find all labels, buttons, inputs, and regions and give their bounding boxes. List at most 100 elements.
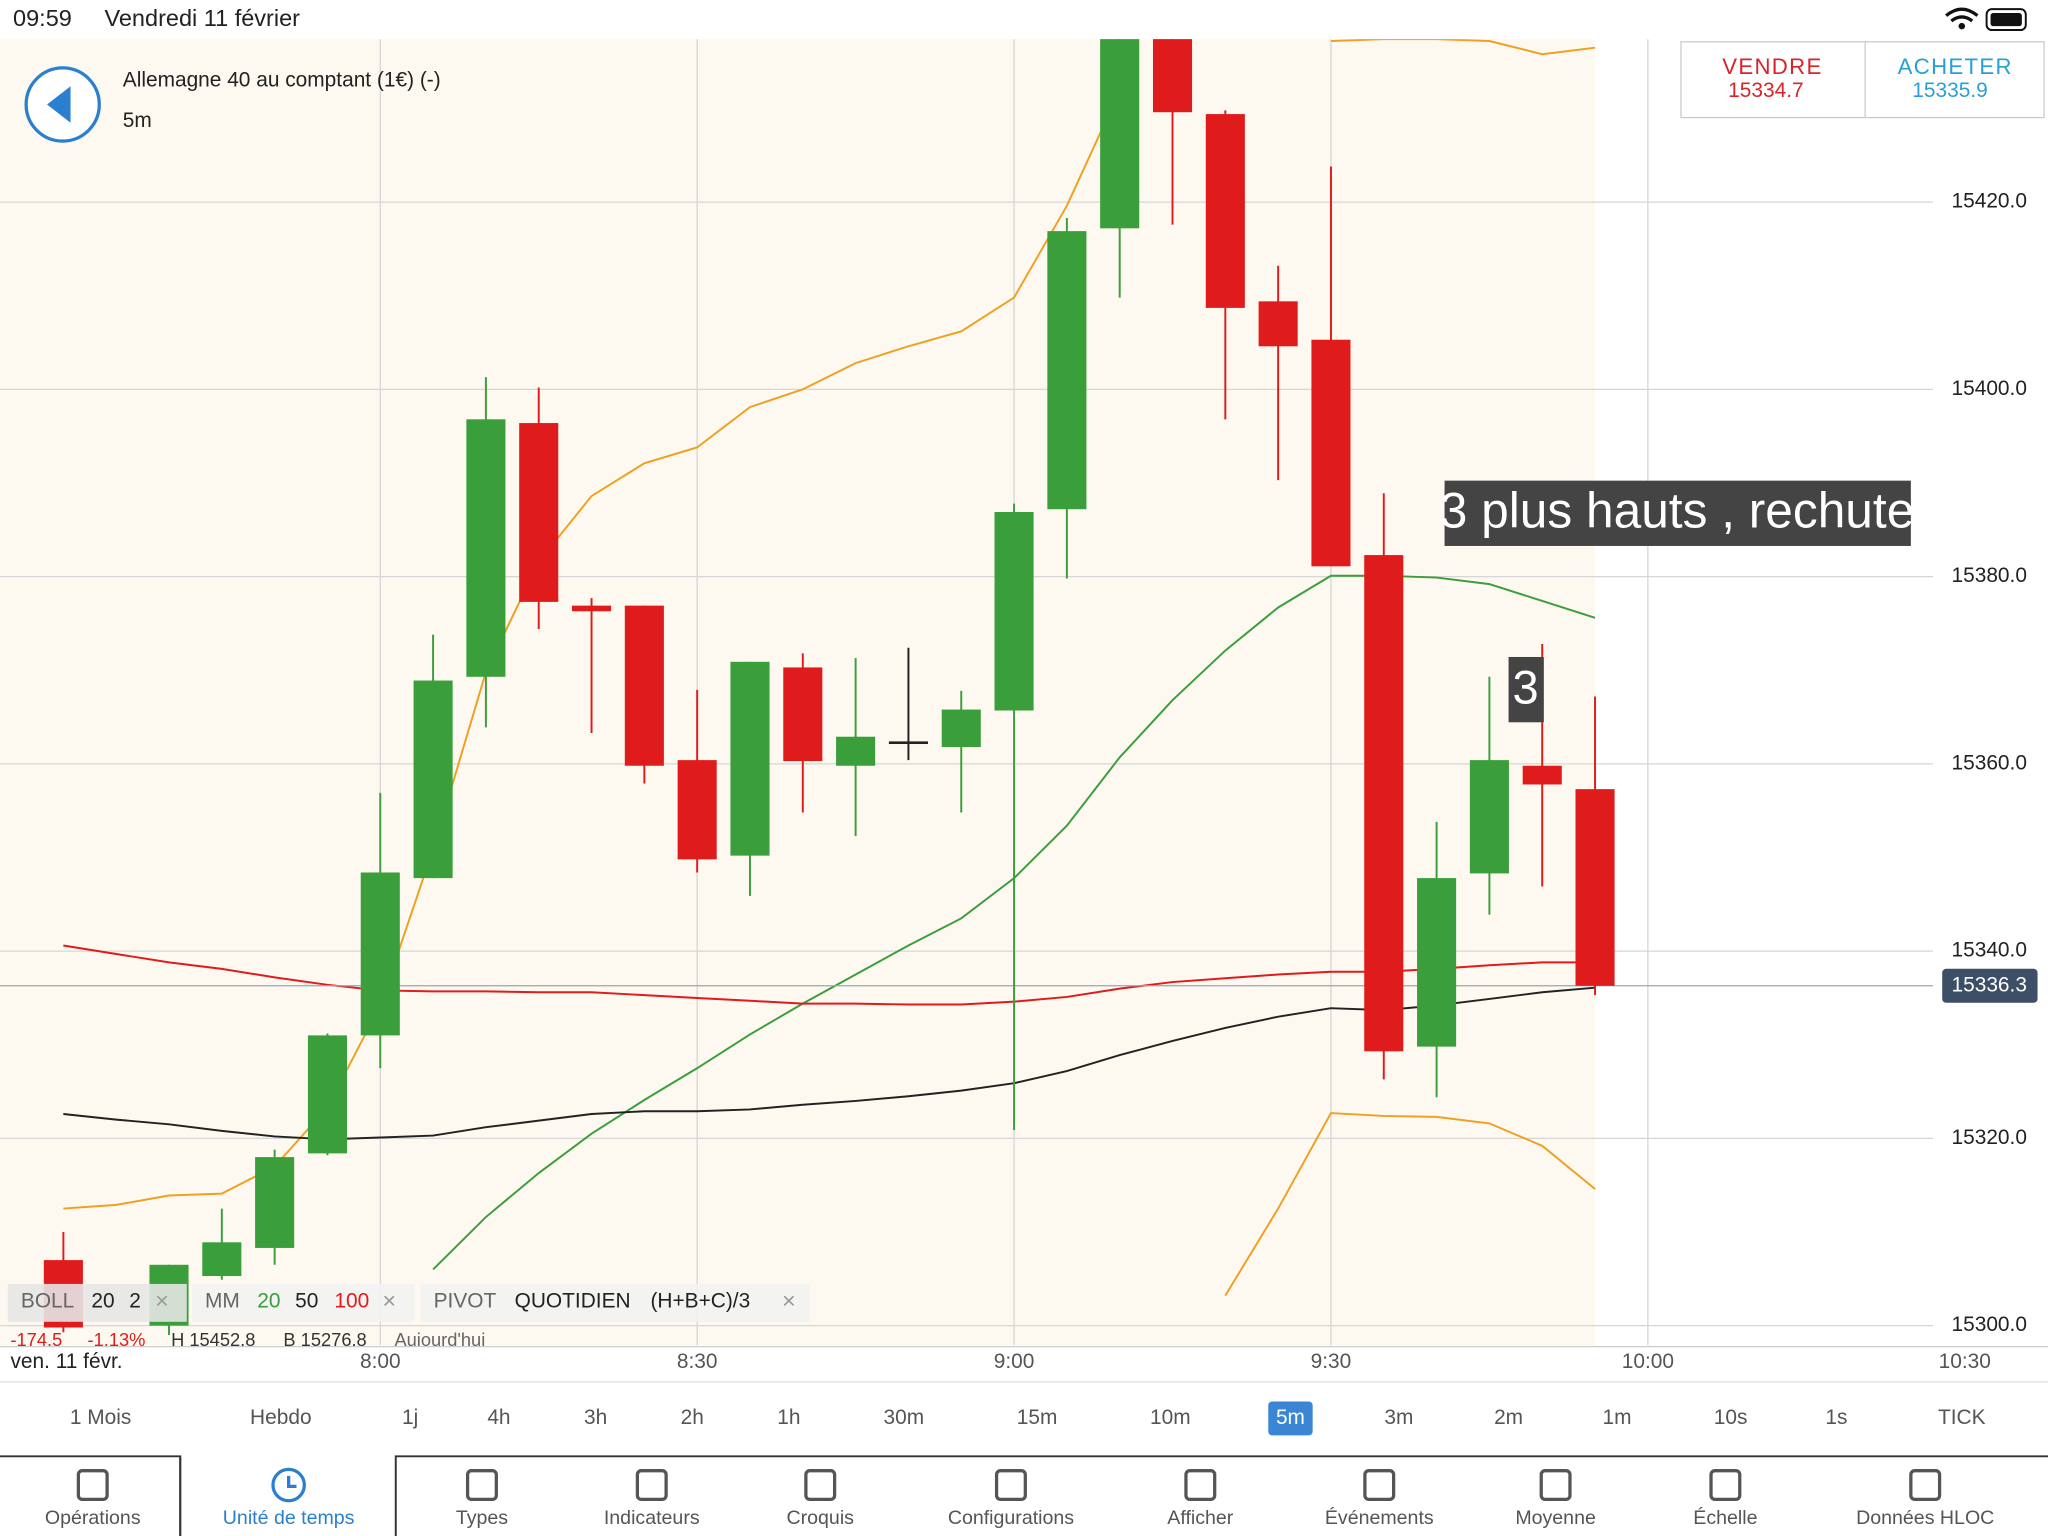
candle [360,792,400,1069]
candle [1311,166,1351,567]
candle [677,689,717,873]
date-label: ven. 11 févr. [10,1350,122,1373]
toolbar-item[interactable]: Données HLOC [1856,1507,1994,1529]
sell-price: 15334.7 [1728,79,1803,102]
candle [1047,218,1087,579]
timeframe-option[interactable]: 3h [584,1406,607,1429]
candle-body [466,419,506,677]
candle-body [202,1242,242,1277]
legend-chip[interactable] [420,1283,810,1322]
toolbar-item[interactable]: Opérations [45,1507,141,1529]
candle [1258,265,1298,481]
x-tick-label: 9:00 [994,1350,1035,1373]
sell-button[interactable]: VENDRE 15334.7 [1722,54,1822,102]
legend-chip[interactable] [192,1283,415,1322]
candle-body [1522,765,1562,785]
x-tick-label: 8:30 [677,1350,718,1373]
timeframe-option[interactable]: 15m [1017,1406,1058,1429]
toolbar-icon [1539,1469,1572,1502]
legend-close[interactable]: × [382,1287,396,1313]
timeframe-option[interactable]: 30m [884,1406,925,1429]
toolbar-item[interactable]: Afficher [1167,1507,1233,1529]
timeframe-option[interactable]: TICK [1938,1406,1986,1429]
candle [994,503,1034,1130]
candle-body [888,741,928,745]
candle [1469,676,1509,915]
wifi-dot [1958,22,1966,30]
buy-price: 15335.9 [1912,79,1987,102]
last-price-label: 15336.3 [1951,973,2026,996]
x-tick-label: 8:00 [360,1350,401,1373]
status-date: Vendredi 11 février [104,5,300,31]
candle-body [1258,301,1298,347]
toolbar-icon [994,1469,1027,1502]
toolbar-item[interactable]: Moyenne [1515,1507,1596,1529]
timeframe-option[interactable]: 10m [1150,1406,1191,1429]
legend-text: PIVOT [434,1290,497,1313]
candle [1100,39,1140,298]
candle [466,377,506,728]
toolbar-item[interactable]: Configurations [948,1507,1074,1529]
x-tick-label: 9:30 [1311,1350,1352,1373]
candle [1152,39,1193,225]
toolbar-icon [76,1469,109,1502]
candle-body [307,1035,348,1154]
timeframe-option[interactable]: 1j [402,1406,418,1429]
timeframe-option[interactable]: 2h [681,1406,704,1429]
buy-button[interactable]: ACHETER 15335.9 [1898,54,2013,102]
legend-close[interactable]: × [782,1287,796,1313]
timeframe-option[interactable]: 1h [777,1406,800,1429]
day-stat: -1.13% [88,1329,146,1350]
candle [307,1033,348,1156]
boll-lower [1224,1112,1596,1297]
date-row [0,1346,2048,1384]
toolbar-item[interactable]: Unité de temps [223,1507,355,1529]
toolbar-item[interactable]: Échelle [1693,1506,1757,1529]
annotation-box [1444,480,1911,546]
candle-body [624,605,664,766]
timeframe-option[interactable]: 2m [1494,1406,1523,1429]
legend-close[interactable]: × [155,1287,169,1313]
y-tick-label: 15320.0 [1951,1126,2026,1149]
plot-clip [0,39,1934,1346]
candle-body [1205,114,1245,308]
timeframe-option[interactable]: 1 Mois [70,1406,131,1429]
candle-body [677,760,717,860]
toolbar-icon [635,1469,668,1502]
legend-text: 50 [295,1290,318,1313]
x-tick-label: 10:00 [1622,1350,1674,1373]
toolbar-item[interactable]: Événements [1325,1506,1434,1529]
candle [783,653,823,813]
timeframe-option[interactable]: 4h [487,1406,510,1429]
legend-chip[interactable] [7,1283,187,1322]
candle [941,690,981,813]
timeframe-option[interactable]: 1m [1602,1406,1631,1429]
last-price-tag [1942,968,2038,1003]
wifi-icon [1945,7,1979,23]
legend-text: QUOTIDIEN [515,1290,631,1313]
candle [730,661,770,896]
toolbar-item[interactable]: Types [456,1507,508,1529]
timeframe-option[interactable]: 1s [1825,1406,1847,1429]
candle [413,634,453,879]
candle-body [1152,39,1193,113]
candle-body [1100,39,1140,229]
timeframe-option[interactable]: 10s [1714,1406,1748,1429]
toolbar-icon [1909,1469,1942,1502]
timeframe-selected [1268,1401,1313,1436]
candle [255,1149,295,1265]
candle-body [1047,231,1087,510]
candle-body [360,872,400,1036]
legend-text: (H+B+C)/3 [650,1290,750,1313]
toolbar-item[interactable]: Indicateurs [604,1507,700,1529]
ui: 09:59 Vendredi 11 février Allemagne 40 a… [13,5,2045,143]
battery-icon [1985,8,2027,32]
timeframe-option[interactable]: 5m [1276,1406,1305,1429]
y-tick-label: 15400.0 [1951,377,2026,400]
candle [836,658,876,836]
timeframe-option[interactable]: 3m [1384,1406,1413,1429]
timeframe-option[interactable]: Hebdo [250,1406,312,1429]
toolbar-item[interactable]: Croquis [787,1507,855,1529]
legend-text: 20 [257,1290,280,1313]
